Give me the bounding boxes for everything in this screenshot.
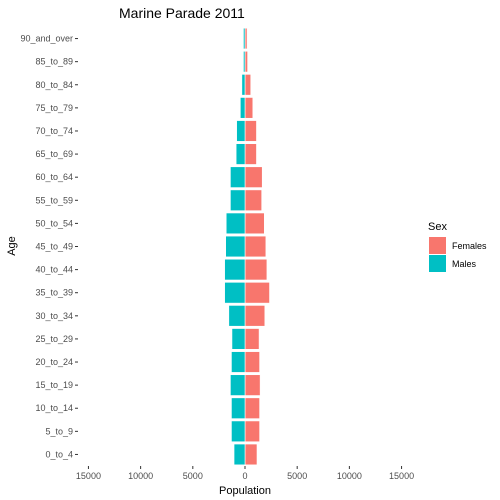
y-tick-label: 0_to_4 (45, 449, 73, 459)
y-tick-label: 55_to_59 (35, 195, 73, 205)
bar-males-30_to_34 (228, 305, 246, 327)
bar-males-40_to_44 (224, 258, 246, 281)
x-tick-label: 10000 (128, 471, 153, 481)
y-axis: 0_to_4 5_to_9 10_to_14 15_to_19 20_to_24 25_t… (20, 34, 78, 459)
x-tick-label: 15000 (389, 471, 414, 481)
x-tick-label: 5000 (183, 471, 203, 481)
bar-males-0_to_4 (233, 443, 246, 466)
bar-males-10_to_14 (231, 397, 246, 419)
y-tick-label: 90_and_over (20, 34, 73, 44)
bar-females-45_to_49 (244, 235, 267, 258)
bar-males-5_to_9 (231, 420, 246, 443)
bar-males-70_to_74 (236, 120, 246, 142)
x-tick-label: 15000 (76, 471, 101, 481)
x-tick-label: 0 (242, 471, 247, 481)
y-tick-label: 5_to_9 (45, 426, 73, 436)
bar-males-55_to_59 (230, 189, 246, 211)
y-tick-label: 60_to_64 (35, 172, 73, 182)
y-tick-label: 25_to_29 (35, 334, 73, 344)
bar-males-25_to_29 (231, 328, 246, 350)
bar-males-15_to_19 (230, 374, 246, 396)
y-tick-label: 40_to_44 (35, 265, 73, 275)
bar-females-0_to_4 (244, 443, 258, 466)
x-tick-label: 5000 (287, 471, 307, 481)
plot-area (224, 27, 270, 466)
bar-females-75_to_79 (244, 97, 254, 119)
bar-females-35_to_39 (244, 282, 270, 304)
y-tick-label: 75_to_79 (35, 103, 73, 113)
bar-males-45_to_49 (225, 235, 246, 258)
y-tick-label: 65_to_69 (35, 149, 73, 159)
legend: Sex Females Males (428, 221, 487, 272)
bar-females-50_to_54 (244, 212, 265, 235)
bar-females-90_and_over (244, 27, 248, 50)
bar-females-40_to_44 (244, 258, 268, 281)
legend-title: Sex (428, 221, 447, 233)
x-axis: 15000 10000 5000 0 5000 10000 15000 (76, 466, 414, 481)
bar-males-60_to_64 (230, 166, 246, 188)
y-tick-label: 20_to_24 (35, 357, 73, 367)
bar-males-65_to_69 (235, 143, 246, 165)
bar-males-20_to_24 (231, 351, 246, 373)
bar-females-65_to_69 (244, 143, 257, 165)
bar-males-35_to_39 (224, 282, 246, 304)
y-tick-label: 35_to_39 (35, 288, 73, 298)
bar-females-30_to_34 (244, 305, 266, 327)
bar-males-75_to_79 (240, 97, 246, 119)
bar-males-90_and_over (243, 27, 246, 50)
legend-label-males: Males (452, 259, 477, 269)
y-tick-label: 80_to_84 (35, 80, 73, 90)
bar-males-85_to_89 (243, 50, 246, 73)
bar-females-15_to_19 (244, 374, 261, 396)
y-axis-title: Age (6, 236, 18, 256)
bar-females-70_to_74 (244, 120, 257, 142)
bar-females-55_to_59 (244, 189, 263, 211)
y-tick-label: 15_to_19 (35, 380, 73, 390)
legend-label-females: Females (452, 241, 487, 251)
bar-females-20_to_24 (244, 351, 260, 373)
bar-females-60_to_64 (244, 166, 263, 188)
bar-males-80_to_84 (241, 74, 246, 96)
chart-title: Marine Parade 2011 (119, 5, 245, 21)
bar-females-25_to_29 (244, 328, 260, 350)
y-tick-label: 10_to_14 (35, 403, 73, 413)
bar-females-5_to_9 (244, 420, 260, 443)
y-tick-label: 50_to_54 (35, 218, 73, 228)
bar-females-80_to_84 (244, 74, 252, 96)
x-axis-title: Population (219, 485, 271, 497)
y-tick-label: 70_to_74 (35, 126, 73, 136)
y-tick-label: 30_to_34 (35, 311, 73, 321)
bar-males-50_to_54 (225, 212, 246, 235)
y-tick-label: 85_to_89 (35, 57, 73, 67)
legend-swatch-males (429, 255, 446, 272)
legend-swatch-females (429, 237, 446, 254)
bar-females-10_to_14 (244, 397, 260, 419)
y-tick-label: 45_to_49 (35, 242, 73, 252)
bar-females-85_to_89 (244, 50, 248, 73)
x-tick-label: 10000 (337, 471, 362, 481)
